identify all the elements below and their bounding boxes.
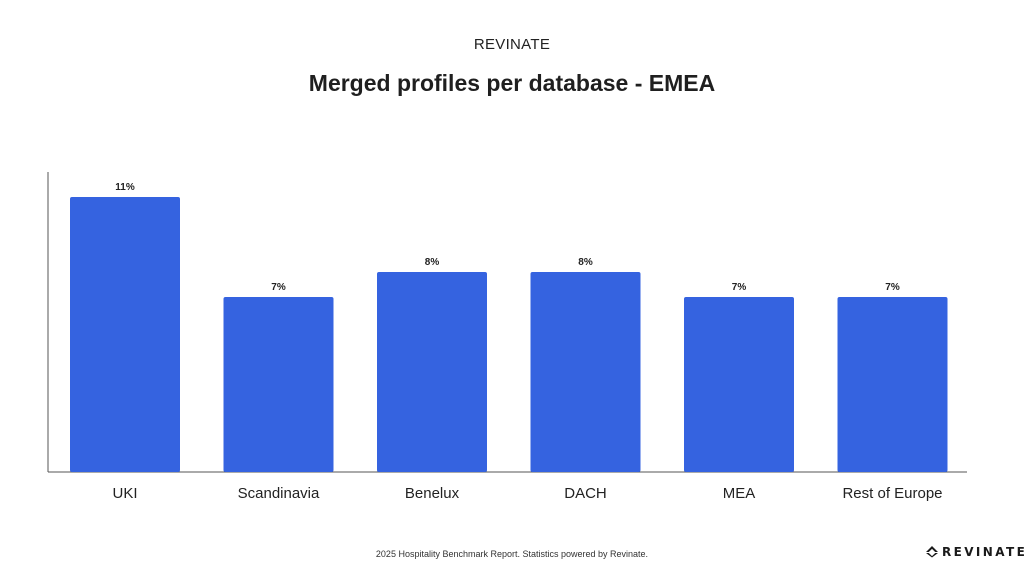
data-label: 7% [271,282,286,293]
brand-header: REVINATE [473,36,551,53]
footer-note: 2025 Hospitality Benchmark Report. Stati… [375,549,649,559]
revinate-logo: REVINATE [926,545,1024,559]
revinate-logo-icon [926,546,938,558]
bar-mea [684,297,794,472]
bar-scandinavia [223,297,334,472]
data-label: 8% [578,257,593,268]
x-tick-label: DACH [564,485,607,502]
bar-uki [70,197,180,472]
bar-rest-of-europe [837,297,948,472]
bar-dach [530,272,641,472]
bar-group [70,197,948,472]
x-tick-label: UKI [112,485,137,502]
category-label-group: UKI Scandinavia Benelux DACH MEA Rest of Euro… [112,485,942,502]
revinate-logo-text: REVINATE [942,545,1024,559]
x-tick-label: MEA [723,485,756,502]
data-label: 11% [115,182,135,193]
x-tick-label: Scandinavia [238,485,320,502]
data-label-group: 11% 7% 8% 8% 7% 7% [115,182,900,293]
chart-title: Merged profiles per database - EMEA [308,70,716,96]
data-label: 7% [732,282,747,293]
data-label: 7% [885,282,900,293]
x-tick-label: Rest of Europe [842,485,942,502]
x-tick-label: Benelux [405,485,460,502]
data-label: 8% [425,257,440,268]
bar-benelux [377,272,487,472]
